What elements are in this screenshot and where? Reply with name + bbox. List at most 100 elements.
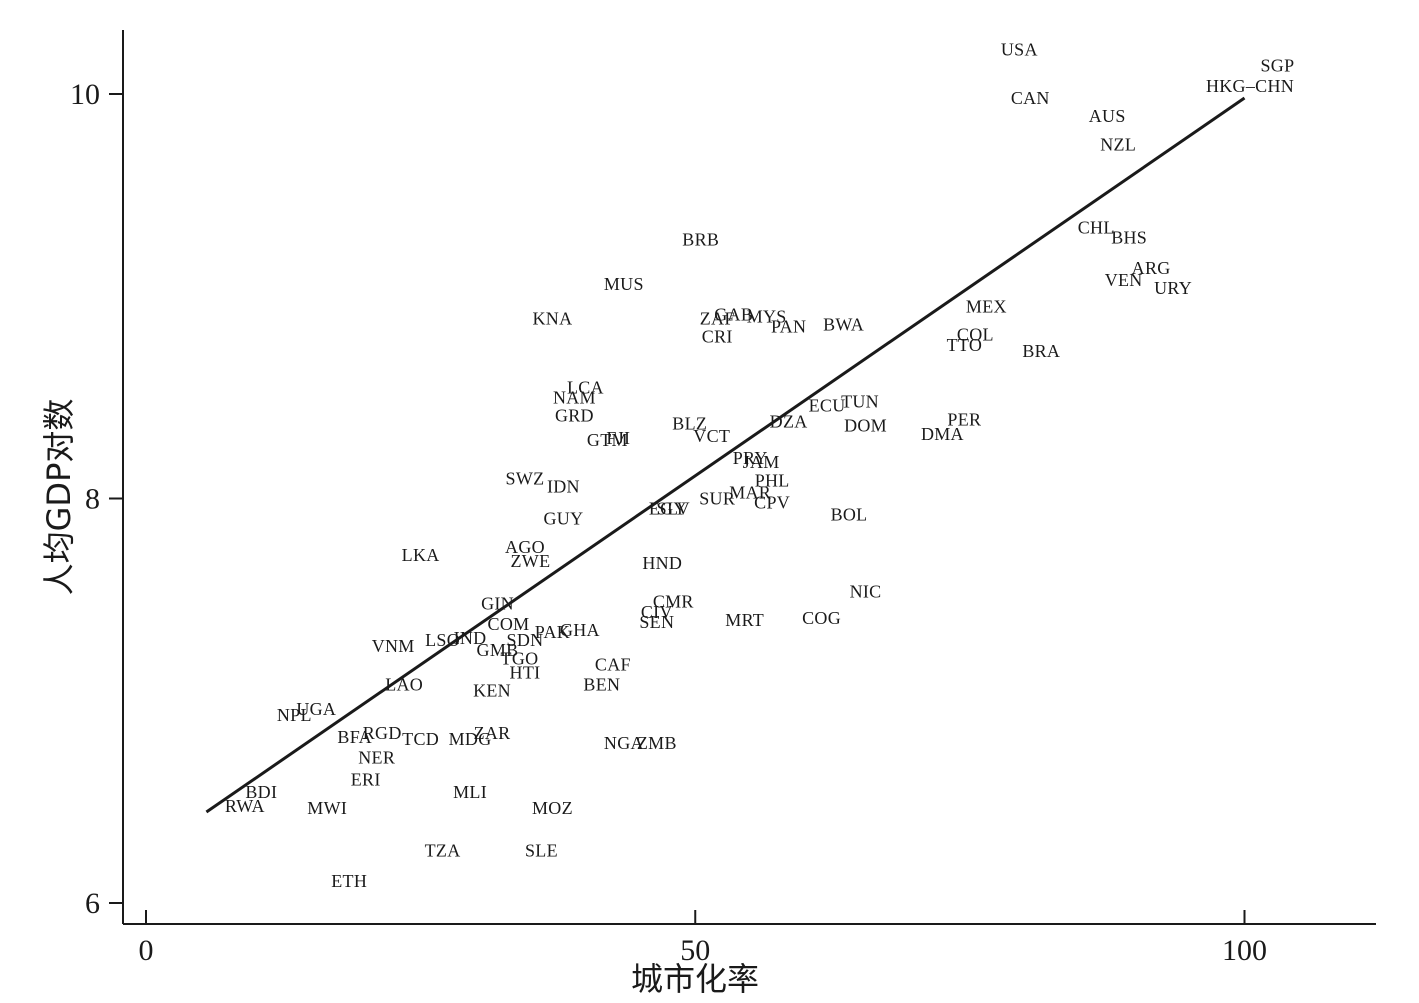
point-label: ETH — [331, 871, 367, 891]
point-label: SDN — [507, 630, 544, 650]
y-tick-label: 10 — [70, 78, 100, 111]
point-label: TZA — [425, 840, 461, 860]
point-label: CHL — [1078, 217, 1115, 237]
point-label: PHL — [755, 470, 790, 490]
point-label: RGD — [363, 723, 402, 743]
y-tick-label: 8 — [85, 483, 100, 516]
point-label: TGO — [501, 648, 539, 668]
point-label: GRD — [555, 406, 594, 426]
point-label: GMB — [477, 640, 519, 660]
point-label: ARG — [1132, 258, 1171, 278]
point-label: ZWE — [511, 551, 551, 571]
point-label: LCA — [567, 377, 604, 397]
point-label: RWA — [225, 796, 265, 816]
point-label: TTO — [947, 335, 983, 355]
point-label: MUS — [604, 274, 644, 294]
point-label: SGP — [1260, 56, 1294, 76]
point-label: PRY — [733, 448, 768, 468]
point-label: MYS — [747, 306, 787, 326]
point-label: GUY — [543, 509, 583, 529]
point-label: BHS — [1111, 228, 1147, 248]
point-label: URY — [1154, 278, 1192, 298]
point-label: AGO — [505, 537, 545, 557]
fit-line-group — [205, 96, 1246, 814]
point-label: TCD — [402, 729, 439, 749]
point-label: SLV — [657, 499, 690, 519]
point-label: EGY — [649, 499, 687, 519]
point-label: MOZ — [532, 798, 573, 818]
y-tick-label: 6 — [85, 887, 100, 920]
x-tick-label: 0 — [139, 934, 154, 967]
point-label: BRB — [682, 230, 719, 250]
point-label: TUN — [841, 391, 879, 411]
point-label: LKA — [402, 545, 440, 565]
point-label: DMA — [921, 424, 964, 444]
point-label: BDI — [245, 782, 277, 802]
point-label: ERI — [351, 770, 381, 790]
point-label: NAM — [553, 387, 596, 407]
point-label: PER — [947, 410, 981, 430]
point-label: SLE — [525, 840, 558, 860]
point-label: IDN — [547, 476, 580, 496]
point-label: AUS — [1089, 106, 1126, 126]
point-label: ZAF — [700, 308, 735, 328]
point-label: MEX — [966, 296, 1007, 316]
point-label: CAF — [595, 654, 631, 674]
point-label: GTM — [587, 430, 628, 450]
point-label: MAR — [729, 482, 771, 502]
point-label: VCT — [693, 426, 730, 446]
point-label: GHA — [560, 620, 600, 640]
point-label: COM — [488, 614, 530, 634]
axis-ticks: 0 50 100 6 8 10 — [70, 78, 1267, 967]
point-label: BLZ — [672, 414, 707, 434]
point-label: JAM — [743, 452, 780, 472]
point-label: GAB — [714, 304, 753, 324]
point-label: KNA — [532, 308, 572, 328]
point-label: BOL — [831, 505, 868, 525]
point-label: UGA — [296, 699, 336, 719]
point-label: FJI — [606, 428, 630, 448]
point-label: NZL — [1100, 135, 1136, 155]
point-label: MWI — [307, 798, 347, 818]
point-label: BEN — [583, 675, 620, 695]
point-label: PAN — [771, 317, 806, 337]
point-label: CIV — [641, 602, 673, 622]
point-label: MLI — [453, 782, 487, 802]
point-label: BWA — [823, 315, 864, 335]
point-label: VEN — [1105, 270, 1143, 290]
point-label: VNM — [372, 636, 415, 656]
point-label: IND — [454, 628, 487, 648]
point-label: NGA — [604, 733, 644, 753]
point-label: ZMB — [637, 733, 677, 753]
point-label: HKG–CHN — [1206, 76, 1294, 96]
point-label: CPV — [754, 493, 790, 513]
x-tick-label: 50 — [680, 934, 710, 967]
point-label: CAN — [1011, 88, 1050, 108]
point-label: USA — [1001, 40, 1038, 60]
point-label: GIN — [481, 594, 514, 614]
point-label: PAK — [535, 622, 570, 642]
point-label: SEN — [639, 612, 674, 632]
point-label: DOM — [844, 416, 887, 436]
point-label: MRT — [725, 610, 764, 630]
point-label: MDG — [449, 729, 492, 749]
point-label: ZAR — [474, 723, 511, 743]
point-label: BRA — [1022, 341, 1060, 361]
point-label: BFA — [337, 727, 372, 747]
point-label: COG — [802, 608, 841, 628]
point-label: SWZ — [506, 468, 545, 488]
point-label: CMR — [653, 592, 694, 612]
point-label: CRI — [702, 327, 733, 347]
point-label: NER — [358, 747, 395, 767]
regression-fit-line — [205, 96, 1246, 814]
y-axis-title: 人均GDP对数 — [40, 399, 78, 596]
point-label: KEN — [473, 681, 511, 701]
point-label: LAO — [385, 675, 423, 695]
point-label: NIC — [850, 582, 882, 602]
point-label: SUR — [699, 489, 735, 509]
x-tick-label: 100 — [1222, 934, 1267, 967]
point-label: ECU — [809, 395, 846, 415]
point-label: NPL — [277, 705, 312, 725]
